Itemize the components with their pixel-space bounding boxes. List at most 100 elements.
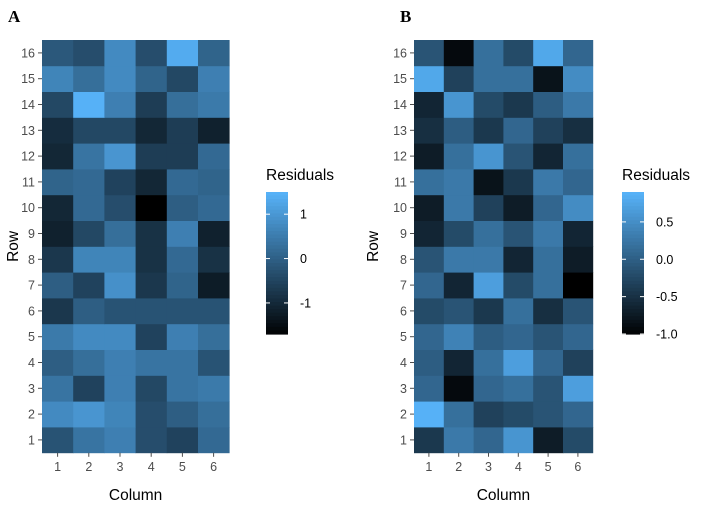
y-tick-label: 11 xyxy=(22,175,35,189)
heatmap-cell xyxy=(533,349,564,376)
legend-colorbar-segment xyxy=(622,302,644,307)
legend-colorbar-segment xyxy=(266,213,288,218)
legend-colorbar-segment xyxy=(266,270,288,275)
heatmap-cell xyxy=(414,143,445,170)
legend-colorbar-segment xyxy=(622,223,644,229)
heatmap-cell xyxy=(198,220,230,247)
heatmap-cell xyxy=(42,401,74,428)
heatmap-cell xyxy=(166,91,199,118)
heatmap-cell xyxy=(166,349,199,376)
x-tick-label: 2 xyxy=(85,460,92,474)
heatmap-cell xyxy=(42,272,74,299)
legend-tick-label: 0.5 xyxy=(656,215,673,229)
heatmap-cell xyxy=(473,65,504,92)
heatmap-cell xyxy=(443,117,474,144)
heatmap-cell xyxy=(473,349,504,376)
x-tick-label: 1 xyxy=(425,460,432,474)
heatmap-cell xyxy=(166,40,199,67)
y-tick-label: 13 xyxy=(393,124,407,138)
heatmap-cell xyxy=(198,194,230,221)
heatmap-cell xyxy=(42,220,74,247)
y-tick-label: 14 xyxy=(393,98,407,112)
legend-tick-label: -1 xyxy=(300,296,311,310)
heatmap-cell xyxy=(473,117,504,144)
legend-colorbar-segment xyxy=(622,287,644,292)
heatmap-cell xyxy=(198,298,230,325)
heatmap-cell xyxy=(503,40,534,67)
heatmap-cell xyxy=(473,246,504,273)
heatmap-cell xyxy=(563,117,594,144)
heatmap-cell xyxy=(166,194,199,221)
heatmap-cell xyxy=(73,272,105,299)
heatmap-cell xyxy=(414,323,445,350)
heatmap-cell xyxy=(135,427,168,454)
heatmap-cell xyxy=(73,117,105,144)
heatmap-cell xyxy=(73,194,105,221)
heatmap-cell xyxy=(533,91,564,118)
legend-colorbar-segment xyxy=(266,330,288,335)
heatmap-cell xyxy=(198,427,230,454)
y-tick-label: 5 xyxy=(400,330,407,344)
panel-letter: B xyxy=(400,7,411,26)
legend-colorbar-segment xyxy=(622,202,644,207)
heatmap-cell xyxy=(443,40,474,67)
legend-colorbar-segment xyxy=(622,238,644,243)
heatmap-cell xyxy=(503,220,534,247)
x-tick-label: 4 xyxy=(515,460,522,474)
legend-colorbar-segment xyxy=(266,202,288,207)
y-tick-label: 8 xyxy=(28,253,35,267)
heatmap-cell xyxy=(198,349,230,376)
heatmap-cell xyxy=(563,194,594,221)
legend-colorbar-segment xyxy=(622,255,644,261)
panel-letter: A xyxy=(8,7,21,26)
legend-colorbar-segment xyxy=(622,277,644,282)
heatmap-cell xyxy=(503,65,534,92)
legend-colorbar-segment xyxy=(266,206,288,211)
heatmap-cell xyxy=(42,349,74,376)
legend-colorbar-segment xyxy=(266,287,288,292)
heatmap-cell xyxy=(563,143,594,170)
heatmap-cell xyxy=(135,91,168,118)
y-tick-label: 7 xyxy=(400,279,407,293)
heatmap-cell xyxy=(166,220,199,247)
heatmap-cell xyxy=(533,143,564,170)
heatmap-cell xyxy=(198,143,230,170)
heatmap-cell xyxy=(104,65,136,92)
heatmap-cell xyxy=(104,427,136,454)
legend-colorbar-segment xyxy=(266,259,288,264)
y-tick-label: 2 xyxy=(28,408,35,422)
heatmap-cell xyxy=(503,349,534,376)
y-tick-label: 10 xyxy=(393,201,407,215)
heatmap-cell xyxy=(414,40,445,67)
heatmap-cell xyxy=(533,40,564,67)
legend-colorbar-segment xyxy=(622,263,644,268)
x-tick-label: 3 xyxy=(485,460,492,474)
legend-tick-label: 1 xyxy=(300,208,307,222)
legend-colorbar-segment xyxy=(622,312,644,317)
heatmap-cell xyxy=(104,220,136,247)
x-tick-label: 6 xyxy=(210,460,217,474)
heatmap-cell xyxy=(414,65,445,92)
legend-colorbar-segment xyxy=(622,273,644,278)
legend-colorbar-segment xyxy=(266,234,288,239)
heatmap-cell xyxy=(503,91,534,118)
heatmap-cell xyxy=(533,323,564,350)
y-tick-label: 8 xyxy=(400,253,407,267)
legend-colorbar-segment xyxy=(266,209,288,214)
heatmap-cell xyxy=(473,272,504,299)
heatmap-cell xyxy=(503,298,534,325)
heatmap-cell xyxy=(473,298,504,325)
heatmap-cell xyxy=(533,298,564,325)
heatmap-cell xyxy=(503,246,534,273)
y-tick-label: 16 xyxy=(393,46,407,60)
heatmap-cell xyxy=(533,194,564,221)
heatmap-cell xyxy=(198,375,230,402)
x-tick-label: 6 xyxy=(574,460,581,474)
heatmap-cell xyxy=(135,169,168,196)
heatmap-cell xyxy=(42,40,74,67)
heatmap-cell xyxy=(166,117,199,144)
